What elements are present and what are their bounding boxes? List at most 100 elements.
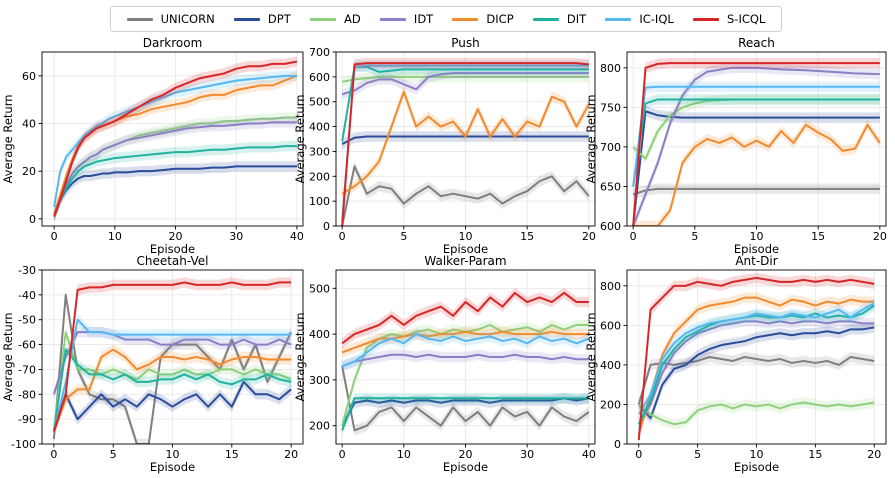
series-line-dpt [52, 380, 292, 432]
x-tick-label: 10 [108, 230, 122, 243]
series-group [341, 287, 590, 436]
y-tick-label: 0 [614, 438, 621, 451]
series-group [632, 57, 881, 226]
y-tick-label: 800 [600, 62, 621, 75]
legend-item-s-icql: S-ICQL [693, 12, 765, 26]
series-group [637, 272, 875, 444]
legend-swatch-dpt [233, 17, 260, 21]
y-tick-label: 400 [309, 121, 330, 134]
series-band-s-icql [54, 56, 297, 222]
y-tick-label: 200 [309, 420, 330, 433]
series-band-idt [54, 117, 297, 222]
x-tick-label: 5 [400, 230, 407, 243]
series-line-s-icql [52, 281, 292, 432]
series-line-dit [637, 304, 875, 425]
series-line-ad [52, 331, 292, 432]
series-line-dpt [638, 326, 875, 420]
series-line-dpt [341, 397, 590, 427]
legend-label-dit: DIT [566, 12, 587, 26]
legend-label-ic-iql: IC-IQL [639, 12, 674, 26]
series-line-dit [341, 65, 589, 142]
y-tick-label: -40 [18, 289, 36, 302]
x-tick-label: 10 [750, 230, 764, 243]
legend-item-dpt: DPT [233, 12, 291, 26]
legend-item-dit: DIT [532, 12, 587, 26]
y-tick-label: 200 [309, 170, 330, 183]
legend-swatch-unicorn [126, 17, 153, 21]
x-axis-label: Episode [734, 242, 779, 256]
y-tick-label: 40 [22, 118, 36, 131]
legend-swatch-ad [309, 17, 336, 21]
series-line-idt [341, 72, 589, 96]
series-line-dicp [633, 123, 881, 226]
y-tick-label: 400 [309, 328, 330, 341]
legend-swatch-dicp [452, 17, 479, 21]
series-line-unicorn [341, 165, 590, 226]
series-line-ic-iql [341, 333, 590, 368]
y-axis-label: Average Return [584, 312, 598, 401]
series-band-dpt [638, 322, 875, 424]
series-band-dit [638, 300, 875, 430]
y-tick-label: 200 [600, 398, 621, 411]
panel-title: Walker-Param [424, 254, 506, 268]
series-band-unicorn [638, 351, 875, 410]
y-tick-label: 800 [600, 280, 621, 293]
series-line-idt [637, 320, 875, 425]
y-tick-label: -80 [18, 388, 36, 401]
plot-frame [41, 51, 304, 227]
panel-title: Reach [738, 36, 775, 50]
y-tick-label: -50 [18, 314, 36, 327]
series-line-s-icql [341, 62, 589, 226]
series-line-dicp [341, 90, 590, 195]
y-tick-label: -30 [18, 264, 36, 277]
series-line-dit [341, 397, 589, 431]
series-line-dicp [52, 348, 292, 432]
y-tick-label: 700 [600, 141, 621, 154]
series-line-ad [341, 75, 589, 83]
panel-cheetah-vel: 0 5 10 15 20 -100 -90 -80 -70 -60 -50 -40 -30 Cheetah… [1, 254, 304, 474]
series-line-dit [52, 348, 292, 432]
y-tick-label: 700 [309, 46, 330, 59]
x-tick-label: 0 [50, 448, 57, 461]
legend-label-ad: AD [343, 12, 361, 26]
y-tick-label: 20 [22, 165, 36, 178]
series-line-unicorn [341, 365, 590, 432]
y-axis-label: Average Return [293, 312, 307, 401]
y-tick-label: 600 [600, 220, 621, 233]
legend-label-unicorn: UNICORN [160, 12, 215, 26]
series-line-dit [632, 98, 880, 187]
y-tick-label: 650 [600, 180, 621, 193]
series-band-unicorn [633, 183, 880, 200]
series-band-ad [633, 94, 880, 164]
legend-label-s-icql: S-ICQL [727, 12, 766, 26]
series-line-dpt [632, 110, 880, 226]
panel-push: 0 5 10 15 200100200300400500600700PushEpisod… [293, 36, 596, 256]
series-line-ic-iql [632, 85, 880, 187]
x-tick-label: 30 [229, 230, 243, 243]
legend-label-idt: IDT [413, 12, 434, 26]
x-tick-label: 5 [110, 448, 117, 461]
series-band-unicorn [342, 161, 589, 226]
y-tick-label: 60 [22, 70, 36, 83]
legend-item-ic-iql: IC-IQL [605, 12, 674, 26]
series-line-dit [53, 145, 297, 217]
y-tick-label: -60 [18, 339, 36, 352]
x-tick-label: 10 [750, 448, 764, 461]
y-axis-label: Average Return [1, 312, 15, 401]
y-tick-label: 600 [600, 319, 621, 332]
x-tick-label: 15 [811, 230, 825, 243]
x-tick-label: 0 [339, 230, 346, 243]
y-tick-label: -70 [18, 363, 36, 376]
y-axis-label: Average Return [293, 94, 307, 183]
series-line-idt [53, 121, 297, 217]
series-line-dicp [341, 330, 589, 354]
series-band-ad [342, 319, 589, 431]
series-line-ic-iql [341, 64, 589, 222]
series-line-s-icql [341, 291, 589, 345]
x-tick-label: 0 [51, 230, 58, 243]
legend-swatch-s-icql [693, 17, 719, 21]
series-line-s-icql [632, 62, 880, 226]
y-tick-label: 500 [309, 282, 330, 295]
x-tick-label: 5 [691, 230, 698, 243]
x-tick-label: 15 [225, 448, 239, 461]
